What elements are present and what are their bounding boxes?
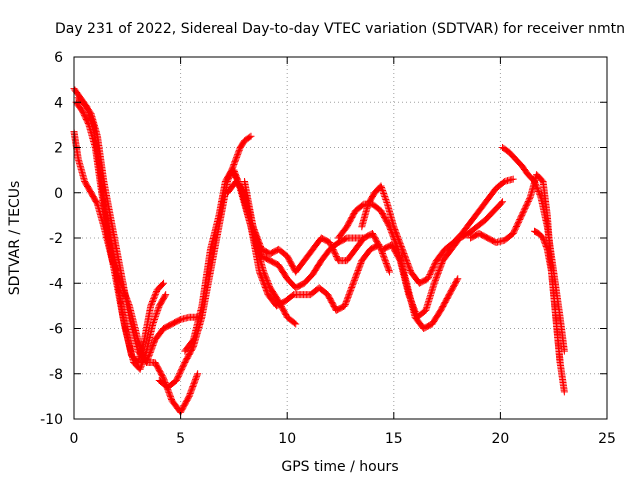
data-point-marker <box>453 276 461 284</box>
data-point-marker <box>380 190 388 198</box>
y-axis-label: SDTVAR / TECUs <box>7 181 23 296</box>
data-point-marker <box>381 193 389 201</box>
data-point-marker <box>532 180 540 188</box>
data-point-marker <box>536 190 544 198</box>
data-point-marker <box>193 371 201 379</box>
data-point-marker <box>152 312 160 320</box>
data-point-marker <box>150 315 158 323</box>
data-point-marker <box>385 267 393 275</box>
data-point-marker <box>378 185 386 193</box>
y-tick-label: -8 <box>49 367 63 383</box>
y-tick-label: 2 <box>54 141 63 157</box>
x-tick-label: 10 <box>278 431 296 447</box>
series-track-9 <box>241 177 394 276</box>
data-point-marker <box>238 187 246 195</box>
data-point-marker <box>379 186 387 194</box>
data-point-marker <box>152 289 160 297</box>
y-tick-label: 0 <box>54 186 63 202</box>
data-point-marker <box>84 120 92 128</box>
data-point-marker <box>509 175 517 183</box>
data-point-marker <box>497 199 505 207</box>
data-point-marker <box>152 311 160 319</box>
data-point-marker <box>531 179 539 187</box>
data-point-marker <box>137 364 145 372</box>
data-point-marker <box>378 183 386 191</box>
data-point-marker <box>499 198 507 206</box>
y-tick-label: -10 <box>40 412 63 428</box>
x-axis-label: GPS time / hours <box>281 459 398 475</box>
series-track-11 <box>358 175 517 287</box>
x-tick-label: 25 <box>598 431 616 447</box>
y-tick-label: -6 <box>49 322 63 338</box>
data-point-marker <box>151 314 159 322</box>
x-tick-label: 15 <box>385 431 403 447</box>
data-point-marker <box>543 244 551 252</box>
data-point-marker <box>149 318 157 326</box>
data-point-marker <box>148 298 156 306</box>
data-point-marker <box>136 365 144 373</box>
data-point-marker <box>148 299 156 307</box>
data-point-marker <box>160 279 168 287</box>
data-point-marker <box>194 370 202 378</box>
data-point-marker <box>292 320 300 328</box>
data-point-marker <box>454 275 462 283</box>
data-point-marker <box>533 183 541 191</box>
data-point-marker <box>162 291 170 299</box>
data-point-marker <box>395 255 403 263</box>
series-track-12 <box>379 198 507 321</box>
data-point-marker <box>151 290 159 298</box>
x-tick-label: 20 <box>491 431 509 447</box>
data-point-marker <box>147 302 155 310</box>
y-tick-label: 6 <box>54 50 63 66</box>
axis-ticks: 0 5 10 15 20 25 -10 -8 -6 -4 -2 0 2 4 6 <box>40 50 616 447</box>
data-point-marker <box>380 191 388 199</box>
data-point-marker <box>158 280 166 288</box>
chart-title: Day 231 of 2022, Sidereal Day-to-day VTE… <box>55 21 625 37</box>
data-point-marker <box>150 295 158 303</box>
y-tick-label: -4 <box>49 276 63 292</box>
data-point-marker <box>536 192 544 200</box>
y-tick-label: -2 <box>49 231 63 247</box>
data-point-marker <box>535 188 543 196</box>
data-point-marker <box>534 186 542 194</box>
data-point-marker <box>149 320 157 328</box>
data-point-marker <box>137 362 145 370</box>
data-point-marker <box>379 188 387 196</box>
data-point-marker <box>533 185 541 193</box>
data-point-marker <box>147 300 155 308</box>
data-series <box>70 85 568 416</box>
data-point-marker <box>386 268 394 276</box>
data-point-marker <box>153 308 161 316</box>
data-point-marker <box>560 388 568 396</box>
data-point-marker <box>556 358 564 366</box>
data-point-marker <box>531 177 539 185</box>
data-point-marker <box>138 361 146 369</box>
data-point-marker <box>382 196 390 204</box>
data-point-marker <box>246 133 254 141</box>
series-track-4 <box>74 94 202 416</box>
data-point-marker <box>291 319 299 327</box>
data-point-marker <box>150 293 158 301</box>
data-point-marker <box>535 189 543 197</box>
series-track-15 <box>531 227 564 366</box>
data-point-marker <box>247 132 255 140</box>
y-tick-label: 4 <box>54 95 63 111</box>
data-point-marker <box>383 199 391 207</box>
data-point-marker <box>526 195 534 203</box>
x-tick-label: 5 <box>176 431 185 447</box>
x-tick-label: 0 <box>70 431 79 447</box>
data-point-marker <box>161 292 169 300</box>
data-point-marker <box>149 296 157 304</box>
data-point-marker <box>381 194 389 202</box>
data-point-marker <box>154 305 162 313</box>
data-point-marker <box>151 292 159 300</box>
data-point-marker <box>382 197 390 205</box>
data-point-marker <box>377 182 385 190</box>
data-point-marker <box>150 317 158 325</box>
data-point-marker <box>154 306 162 314</box>
data-point-marker <box>532 182 540 190</box>
data-point-marker <box>153 309 161 317</box>
